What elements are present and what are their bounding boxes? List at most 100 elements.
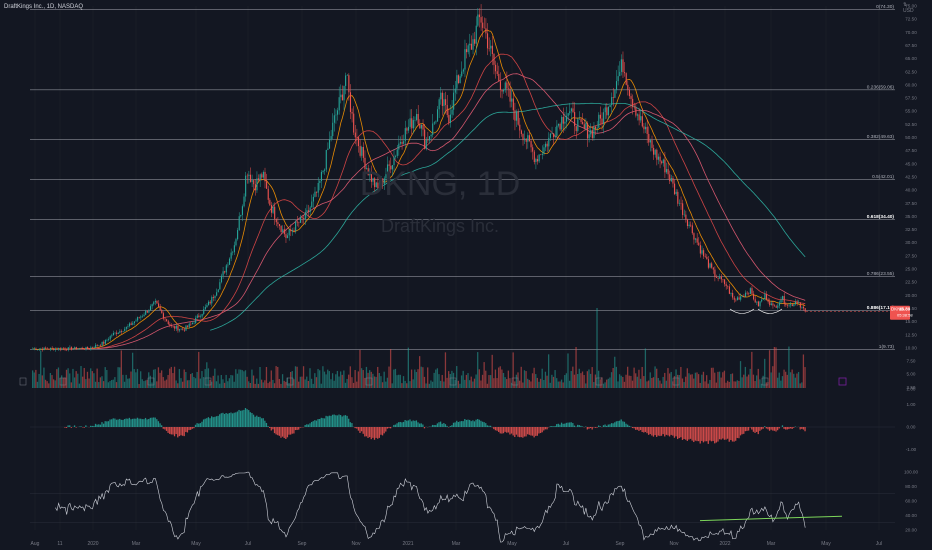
macd-bar xyxy=(589,427,592,429)
settings-icon[interactable]: ⇅ xyxy=(903,2,907,8)
candle-body xyxy=(112,333,114,336)
volume-bar xyxy=(725,382,727,388)
candle-body xyxy=(657,156,660,160)
candle-body xyxy=(535,159,537,163)
volume-bar xyxy=(188,380,190,388)
symbol-title[interactable]: DraftKings Inc., 1D, NASDAQ xyxy=(4,4,83,10)
candle-body xyxy=(412,120,414,129)
macd-bar xyxy=(743,427,745,434)
candle-body xyxy=(527,135,529,142)
volume-bar xyxy=(170,366,172,388)
volume-bar xyxy=(230,375,232,388)
macd-bar xyxy=(738,427,740,439)
macd-bar xyxy=(725,427,727,440)
volume-bar xyxy=(514,381,516,388)
volume-bar xyxy=(778,372,780,388)
macd-bar xyxy=(262,418,264,427)
price-axis[interactable]: 75.00 72.50 70.00 67.50 65.00 62.50 60.00 57.50… xyxy=(904,4,918,533)
macd-bar xyxy=(683,427,685,439)
macd-histogram xyxy=(30,408,895,444)
volume-bar xyxy=(751,351,753,388)
candle-body xyxy=(772,303,774,306)
macd-bar xyxy=(441,423,443,427)
volume-bar xyxy=(491,354,493,388)
volume-bar xyxy=(770,372,772,388)
macd-bar xyxy=(330,415,332,427)
candle-body xyxy=(409,118,411,127)
candle-body xyxy=(788,305,790,306)
candle-body xyxy=(212,297,214,298)
volume-bar xyxy=(522,382,524,388)
volume-bar xyxy=(375,376,377,388)
candle-body xyxy=(466,49,468,53)
macd-bar xyxy=(173,427,176,437)
candle-body xyxy=(319,181,321,184)
macd-bar xyxy=(609,424,611,427)
volume-bar xyxy=(352,382,355,388)
volume-bar xyxy=(499,366,501,388)
candle-body xyxy=(396,149,398,156)
macd-bar xyxy=(533,427,535,438)
earnings-marker xyxy=(59,377,67,386)
candle-body xyxy=(472,39,474,50)
macd-bar xyxy=(69,425,71,427)
candle-body xyxy=(490,45,492,49)
volume-bar xyxy=(131,352,134,388)
volume-bar xyxy=(747,374,750,388)
volume-bar xyxy=(91,371,93,388)
macd-bar xyxy=(96,424,98,427)
candle-body xyxy=(486,33,489,49)
macd-bar xyxy=(219,414,221,427)
macd-bar xyxy=(80,426,82,427)
price-axis-label: 30.00 xyxy=(905,240,917,245)
candle-body xyxy=(93,347,95,348)
candle-body xyxy=(380,178,382,188)
candle-body xyxy=(41,348,44,351)
candle-body xyxy=(712,267,714,270)
candle-body xyxy=(740,296,742,300)
fibonacci-retracement[interactable]: 0(74.30) 0.236(59.06) 0.382(49.63) 0.5(42.0… xyxy=(30,4,895,350)
time-axis[interactable]: Aug 11 2020 Mar May Jul Sep Nov 2021 Mar May Jul Sep… xyxy=(31,541,883,547)
volume-bar xyxy=(136,368,139,388)
volume-bar xyxy=(301,376,303,388)
price-axis-label: 15.00 xyxy=(905,319,917,324)
candle-body xyxy=(790,304,792,306)
candle-body xyxy=(95,344,97,348)
volume-bar xyxy=(235,369,237,388)
volume-bar xyxy=(507,370,509,388)
volume-bar xyxy=(81,376,84,388)
macd-bar xyxy=(115,419,118,427)
macd-bar xyxy=(304,424,306,427)
price-tag-value: 16.89 xyxy=(899,307,911,312)
volume-bar xyxy=(288,382,290,388)
price-axis-label: 57.50 xyxy=(905,96,917,101)
volume-bar xyxy=(560,379,563,388)
volume-bar xyxy=(456,366,458,388)
volume-bar xyxy=(331,373,334,388)
macd-bar xyxy=(415,420,418,427)
macd-bar xyxy=(633,427,635,429)
volume-bar xyxy=(707,383,709,388)
volume-bar xyxy=(722,372,724,388)
candle-body xyxy=(262,171,264,178)
candle-body xyxy=(682,203,684,215)
volume-bar xyxy=(290,371,292,388)
volume-bar xyxy=(520,366,522,388)
candle-body xyxy=(43,347,45,351)
volume-bar xyxy=(723,370,726,388)
volume-bar xyxy=(620,375,622,388)
candle-body xyxy=(727,286,729,287)
macd-bar xyxy=(185,427,187,432)
macd-bar xyxy=(385,427,387,432)
candle-body xyxy=(711,263,713,268)
candle-body xyxy=(477,14,479,26)
volume-bar xyxy=(314,373,316,388)
macd-bar xyxy=(515,427,518,435)
volume-bar xyxy=(46,381,48,388)
volume-bar xyxy=(401,383,403,388)
macd-bar xyxy=(770,427,772,430)
candle-body xyxy=(653,147,655,155)
candle-body xyxy=(233,245,235,253)
